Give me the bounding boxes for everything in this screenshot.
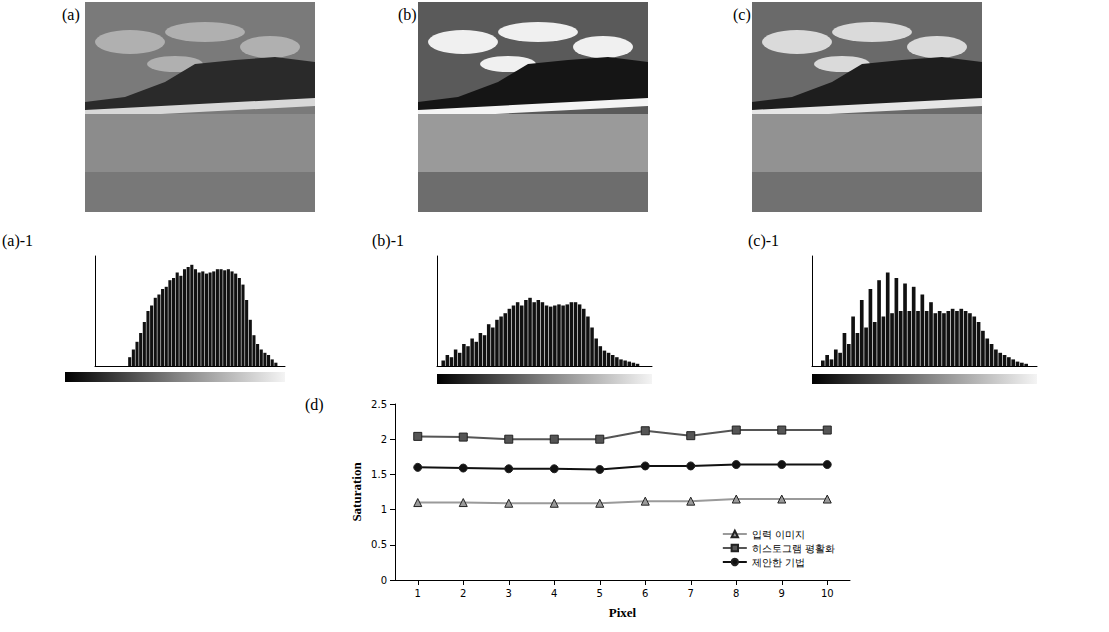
svg-text:Pixel: Pixel [609, 605, 637, 620]
svg-text:2: 2 [381, 434, 387, 445]
svg-text:10: 10 [821, 588, 834, 599]
svg-text:2.5: 2.5 [371, 399, 387, 410]
html-text:(d): (d) [305, 396, 324, 413]
svg-text:1: 1 [381, 504, 387, 515]
svg-text:1.5: 1.5 [371, 469, 387, 480]
html-text:(c): (c) [733, 6, 751, 23]
html-text:(b)-1: (b)-1 [372, 232, 404, 249]
svg-text:5: 5 [597, 588, 603, 599]
svg-text:9: 9 [779, 588, 785, 599]
svg-text:히스토그램 평활화: 히스토그램 평활화 [752, 543, 835, 554]
svg-text:Saturation: Saturation [349, 462, 364, 522]
svg-text:1: 1 [415, 588, 421, 599]
svg-text:4: 4 [551, 588, 557, 599]
svg-text:입력 이미지: 입력 이미지 [752, 529, 805, 540]
html-text:(a)-1: (a)-1 [2, 232, 34, 249]
svg-text:2: 2 [460, 588, 466, 599]
html-text:(c)-1: (c)-1 [748, 232, 780, 249]
html-text:(b): (b) [398, 6, 417, 23]
svg-text:8: 8 [733, 588, 739, 599]
svg-text:0: 0 [381, 575, 387, 586]
svg-text:3: 3 [506, 588, 512, 599]
svg-text:0.5: 0.5 [371, 539, 387, 550]
html-text:(a): (a) [62, 6, 80, 23]
svg-text:7: 7 [688, 588, 694, 599]
svg-text:제안한 기법: 제안한 기법 [752, 557, 805, 568]
svg-text:6: 6 [642, 588, 648, 599]
